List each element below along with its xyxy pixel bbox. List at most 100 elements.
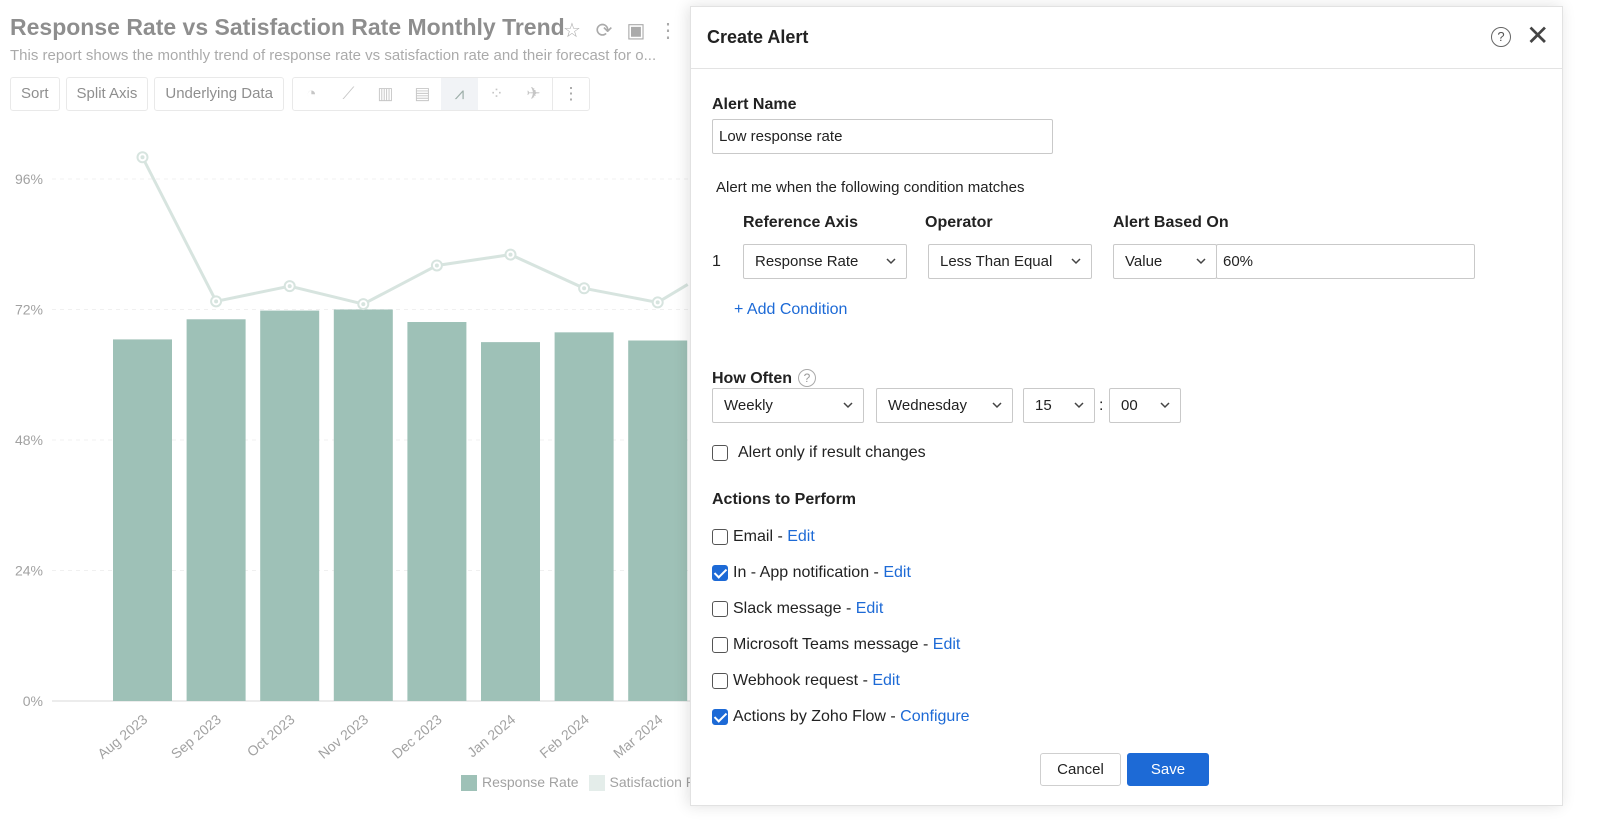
reference-axis-header: Reference Axis [743, 214, 859, 231]
action-label: Microsoft Teams message - [733, 636, 933, 653]
line-chart-icon[interactable]: ⟋ [342, 84, 355, 103]
bar-mar-2024 [628, 340, 688, 701]
sort-button[interactable]: Sort [10, 77, 60, 111]
bar-sep-2023 [186, 319, 246, 701]
refresh-icon[interactable]: ⟳ [595, 20, 613, 42]
hour-value: 15 [1035, 397, 1052, 414]
webhook-request-edit-link[interactable]: Edit [872, 672, 900, 689]
chevron-down-icon [1160, 402, 1170, 409]
zoho-flow-configure-link[interactable]: Configure [900, 708, 970, 725]
x-tick-label: Oct 2023 [244, 711, 298, 760]
legend-swatch-response [461, 775, 477, 792]
report-title: Response Rate vs Satisfaction Rate Month… [10, 14, 565, 40]
operator-value: Less Than Equal [940, 253, 1053, 270]
email-edit-link[interactable]: Edit [787, 528, 815, 545]
action-row-slack-message: Slack message - Edit [733, 600, 883, 618]
pie-chart-icon[interactable]: ◔ [306, 84, 317, 103]
save-icon[interactable]: ▣ [626, 20, 646, 42]
x-tick-label: Dec 2023 [389, 711, 445, 762]
satisfaction-point-dot [287, 284, 292, 289]
cancel-button[interactable]: Cancel [1040, 753, 1121, 786]
x-tick-label: Nov 2023 [315, 711, 371, 762]
chevron-down-icon [843, 402, 853, 409]
y-tick-label: 24% [15, 563, 43, 579]
y-tick-label: 72% [15, 302, 43, 318]
alert-name-label: Alert Name [712, 96, 797, 113]
hour-select[interactable]: 15 [1023, 388, 1095, 423]
chevron-down-icon [1071, 258, 1081, 265]
day-select[interactable]: Wednesday [876, 388, 1013, 423]
combo-chart-icon[interactable]: ⩘ [440, 78, 478, 110]
webhook-request-checkbox[interactable] [712, 673, 728, 689]
alert-only-changes-checkbox[interactable] [712, 445, 728, 461]
legend-label: Response Rate [482, 774, 579, 790]
legend-item-response-rate[interactable]: Response Rate [461, 774, 579, 792]
split-axis-button[interactable]: Split Axis [65, 77, 149, 111]
slack-message-checkbox[interactable] [712, 601, 728, 617]
chevron-down-icon [1074, 402, 1084, 409]
threshold-value-input[interactable]: 60% [1216, 244, 1475, 279]
bar-chart-icon[interactable]: ▥ [377, 84, 394, 103]
underlying-data-button[interactable]: Underlying Data [154, 77, 284, 111]
alert-name-input[interactable]: Low response rate [712, 119, 1053, 154]
more-icon[interactable]: ⋮ [658, 20, 678, 42]
action-label: Webhook request - [733, 672, 873, 689]
operator-select[interactable]: Less Than Equal [928, 244, 1092, 279]
chart-canvas: 96% 72% 48% 24% 0% Aug 2023 Sep 2023 Oct 2023 No… [15, 151, 700, 762]
x-tick-label: Sep 2023 [168, 711, 224, 762]
email-checkbox[interactable] [712, 529, 728, 545]
in-app-notification-checkbox[interactable] [712, 565, 728, 581]
reference-axis-value: Response Rate [755, 253, 859, 270]
map-icon[interactable]: ✈ [526, 84, 541, 103]
action-label: In - App notification - [733, 564, 884, 581]
dialog-title: Create Alert [707, 27, 809, 47]
y-tick-label: 48% [15, 432, 43, 448]
y-tick-label: 0% [23, 693, 43, 709]
frequency-select[interactable]: Weekly [712, 388, 864, 423]
legend-item-satisfaction-rate[interactable]: Satisfaction Ra [588, 774, 704, 792]
minute-select[interactable]: 00 [1109, 388, 1181, 423]
add-condition-link[interactable]: + Add Condition [734, 301, 848, 318]
help-icon[interactable]: ? [798, 369, 816, 387]
satisfaction-point-dot [434, 263, 439, 268]
help-icon[interactable]: ? [1491, 27, 1511, 47]
scatter-icon[interactable]: ⁘ [489, 84, 504, 103]
alert-only-changes-label: Alert only if result changes [738, 444, 926, 461]
x-tick-label: Mar 2024 [610, 711, 666, 761]
reference-axis-select[interactable]: Response Rate [743, 244, 907, 279]
action-row-zoho-flow: Actions by Zoho Flow - Configure [733, 708, 970, 726]
in-app-notification-edit-link[interactable]: Edit [883, 564, 911, 581]
chart-more-icon[interactable]: ⋮ [551, 78, 589, 110]
bar-aug-2023 [113, 339, 172, 701]
action-row-email: Email - Edit [733, 528, 815, 546]
condition-index: 1 [712, 253, 721, 270]
frequency-value: Weekly [724, 397, 773, 414]
teams-message-edit-link[interactable]: Edit [932, 636, 961, 653]
star-icon[interactable]: ☆ [563, 20, 581, 42]
create-alert-dialog: Create Alert ? ✕ Alert Name Low response… [690, 6, 1563, 806]
satisfaction-point-dot [655, 300, 660, 305]
alert-based-on-header: Alert Based On [1113, 214, 1229, 231]
report-icon-bar: ☆ ⟳ ▣ ⋮ [562, 18, 678, 43]
save-button[interactable]: Save [1127, 753, 1209, 786]
alert-based-on-select[interactable]: Value [1113, 244, 1217, 279]
time-separator: : [1099, 397, 1104, 414]
stacked-bar-icon[interactable]: ▤ [414, 84, 431, 103]
condition-text: Alert me when the following condition ma… [716, 179, 1025, 196]
close-icon[interactable]: ✕ [1526, 20, 1550, 51]
chart-type-switcher: ◔ ⟋ ▥ ▤ ⩘ ⁘ ✈ ⋮ [291, 77, 590, 111]
chevron-down-icon [1196, 258, 1206, 265]
action-row-webhook-request: Webhook request - Edit [733, 672, 900, 690]
satisfaction-point-dot [582, 286, 587, 291]
slack-message-edit-link[interactable]: Edit [855, 600, 884, 617]
bar-nov-2023 [333, 309, 393, 701]
bar-oct-2023 [260, 310, 320, 701]
zoho-flow-checkbox[interactable] [712, 709, 728, 725]
action-row-teams-message: Microsoft Teams message - Edit [733, 636, 960, 654]
teams-message-checkbox[interactable] [712, 637, 728, 653]
action-label: Slack message - [733, 600, 856, 617]
dialog-header: Create Alert ? ✕ [691, 7, 1562, 69]
action-row-in-app-notification: In - App notification - Edit [733, 564, 911, 582]
bar-dec-2023 [407, 322, 467, 701]
